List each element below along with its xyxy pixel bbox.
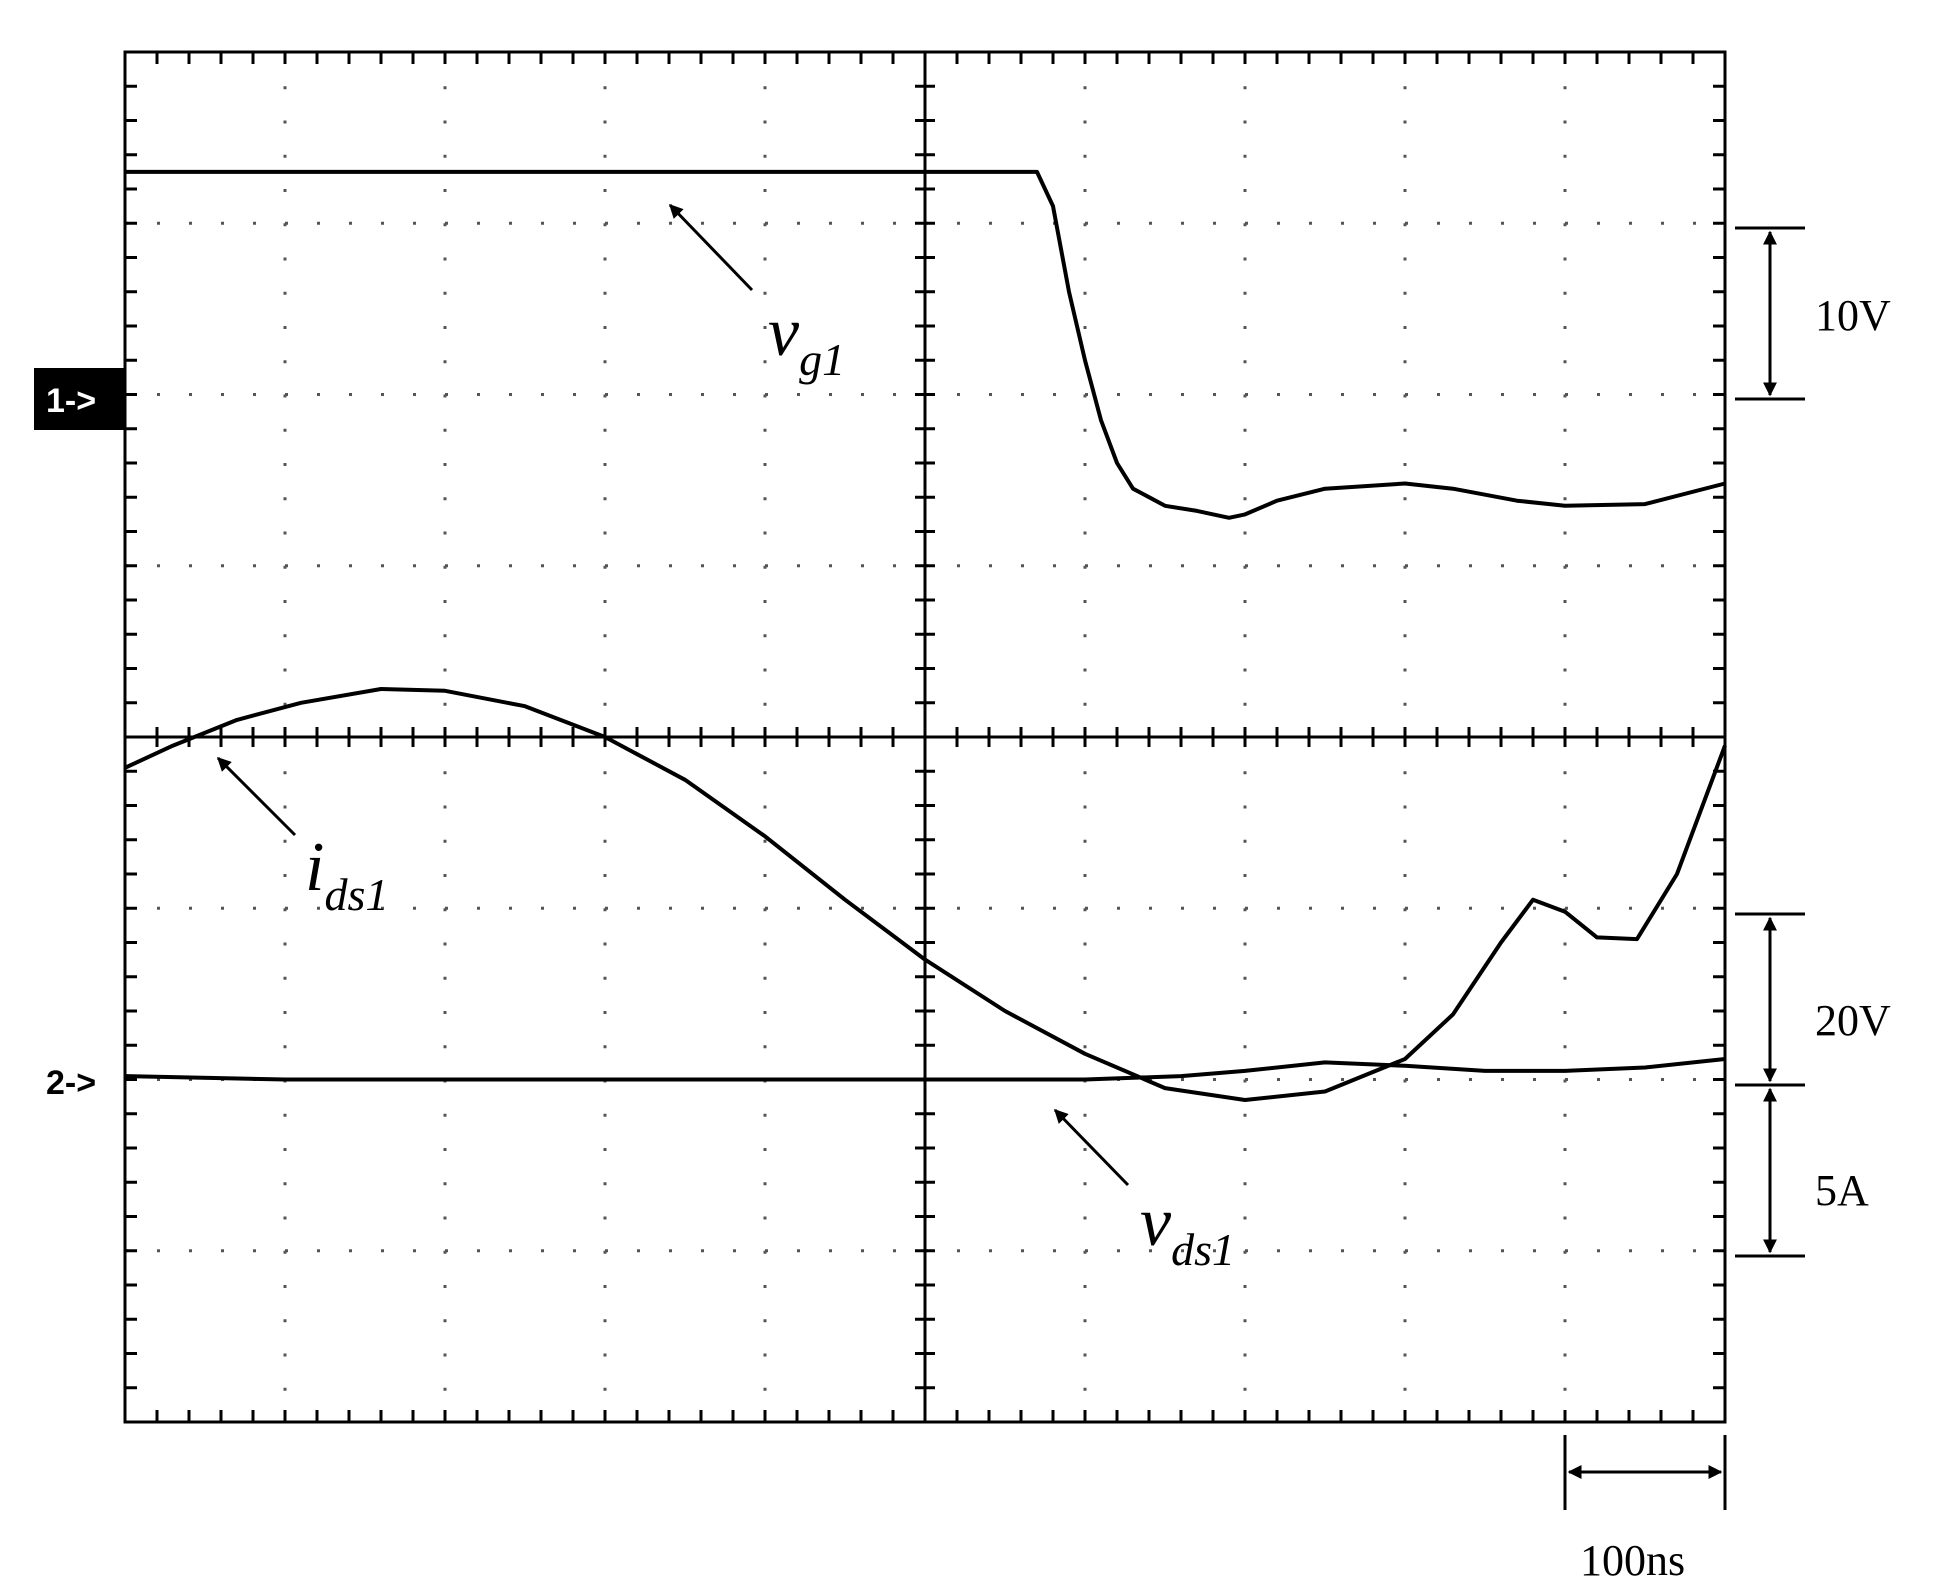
ids1-pointer-arrow [216, 756, 297, 837]
vds1-label-subscript: ds1 [1171, 1224, 1235, 1275]
vg1-pointer-arrow [668, 203, 754, 292]
svg-text:20V: 20V [1815, 996, 1891, 1045]
vds1-trace [124, 1057, 1726, 1082]
channel-2-marker: 2-> [46, 1064, 96, 1102]
ids1-trace [124, 687, 1727, 1102]
ids1-label-base: i [305, 829, 324, 906]
vg1-label-base: v [768, 294, 800, 371]
vds1-label-base: v [1140, 1184, 1172, 1261]
svg-text:2->: 2-> [46, 1064, 96, 1102]
ids1-label-subscript: ds1 [324, 869, 388, 920]
center-axes [125, 52, 1725, 1422]
svg-text:vds1: vds1 [1140, 1184, 1235, 1275]
svg-text:1->: 1-> [46, 382, 96, 420]
vg1-trace [125, 169, 1726, 520]
ids1-annotation: ids1 [216, 756, 388, 920]
svg-text:10V: 10V [1815, 291, 1891, 340]
time-scale-bar: 100ns [1563, 1435, 1727, 1585]
svg-text:5A: 5A [1815, 1166, 1869, 1215]
svg-text:ids1: ids1 [305, 829, 388, 920]
vds1-annotation: vds1 [1053, 1108, 1235, 1275]
vg1-annotation: vg1 [668, 203, 845, 385]
vds1-pointer-arrow [1053, 1108, 1130, 1187]
scale-bar-20v: 20V [1735, 912, 1891, 1087]
channel-1-marker: 1-> [34, 368, 124, 430]
waveform-traces [124, 169, 1727, 1102]
scale-bar-5a: 5A [1735, 1087, 1869, 1258]
svg-text:vg1: vg1 [768, 294, 845, 385]
vg1-label-subscript: g1 [799, 334, 845, 385]
scale-bar-10v: 10V [1735, 226, 1891, 401]
svg-text:100ns: 100ns [1580, 1536, 1685, 1585]
